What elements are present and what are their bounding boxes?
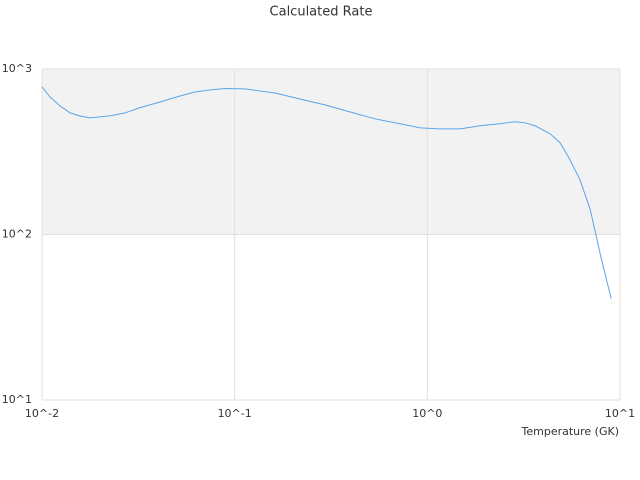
x-tick-label: 10^-1 <box>218 407 252 420</box>
data-line <box>41 86 612 299</box>
x-axis-label: Temperature (GK) <box>521 425 620 438</box>
x-tick-label: 10^0 <box>412 407 442 420</box>
chart-title: Calculated Rate <box>270 5 373 20</box>
x-tick-label: 10^1 <box>605 407 635 420</box>
y-tick-label: 10^3 <box>2 62 32 75</box>
band <box>42 69 620 235</box>
x-tick-label: 10^-2 <box>25 407 59 420</box>
y-tick-label: 10^1 <box>2 393 32 406</box>
y-tick-label: 10^2 <box>2 228 32 241</box>
